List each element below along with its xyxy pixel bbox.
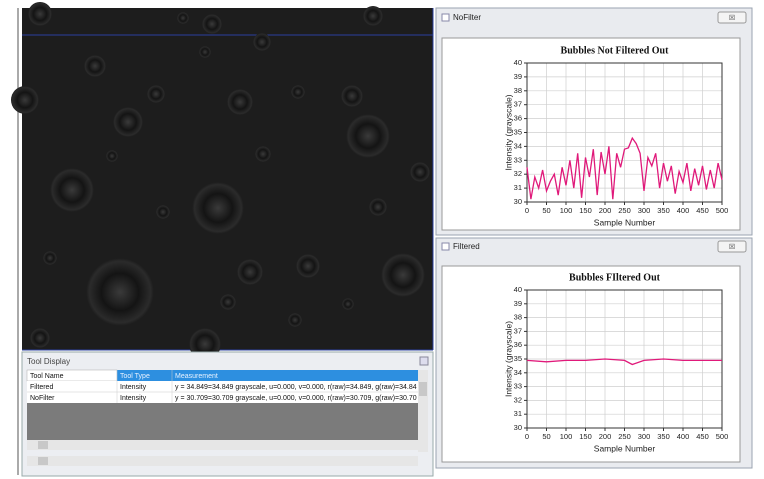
x-tick-label: 300 [638,432,651,441]
y-tick-label: 36 [514,114,522,123]
column-header[interactable]: Measurement [175,373,218,380]
panel-title: Tool Display [27,357,70,366]
y-tick-label: 35 [514,127,522,136]
x-tick-label: 200 [599,206,612,215]
y-tick-label: 40 [514,58,522,67]
y-tick-label: 33 [514,155,522,164]
x-tick-label: 150 [579,432,592,441]
cell[interactable]: NoFilter [30,395,55,402]
y-tick-label: 35 [514,354,522,363]
y-tick-label: 32 [514,169,522,178]
x-tick-label: 450 [696,432,709,441]
y-tick-label: 31 [514,183,522,192]
chart-title: Bubbles FIltered Out [569,272,661,283]
y-tick-label: 34 [514,141,522,150]
svg-text:☒: ☒ [729,243,735,251]
y-axis-label: Intensity (grayscale) [503,321,513,397]
y-tick-label: 39 [514,72,522,81]
tool-display: Tool Display Tool Name Tool Type Measure… [22,352,433,476]
x-tick-label: 400 [677,206,690,215]
x-axis-label: Sample Number [594,217,656,227]
svg-text:☒: ☒ [729,14,735,22]
cell[interactable]: y = 34.849=34.849 grayscale, u=0.000, v=… [175,384,421,391]
close-button[interactable] [420,357,428,365]
y-tick-label: 34 [514,368,522,377]
x-tick-label: 400 [677,432,690,441]
window-title: Filtered [453,242,480,251]
x-tick-label: 500 [716,432,729,441]
x-axis-label: Sample Number [594,443,656,453]
scrollbar[interactable] [27,440,418,450]
window-title: NoFilter [453,13,481,22]
y-tick-label: 32 [514,395,522,404]
y-tick-label: 30 [514,423,522,432]
y-tick-label: 36 [514,340,522,349]
y-tick-label: 37 [514,100,522,109]
y-tick-label: 30 [514,197,522,206]
y-tick-label: 38 [514,313,522,322]
y-tick-label: 33 [514,382,522,391]
x-tick-label: 50 [542,432,550,441]
x-tick-label: 50 [542,206,550,215]
cell[interactable]: Intensity [120,395,147,402]
column-header[interactable]: Tool Type [120,373,150,380]
x-tick-label: 100 [560,206,573,215]
y-axis-label: Intensity (grayscale) [503,94,513,170]
x-tick-label: 500 [716,206,729,215]
y-tick-label: 38 [514,86,522,95]
cell[interactable]: y = 30.709=30.709 grayscale, u=0.000, v=… [175,395,421,402]
scrollbar[interactable] [27,456,418,466]
y-tick-label: 37 [514,326,522,335]
y-tick-label: 39 [514,299,522,308]
x-tick-label: 250 [618,206,631,215]
chart-title: Bubbles Not Filtered Out [561,45,670,56]
y-tick-label: 40 [514,285,522,294]
x-tick-label: 0 [525,432,529,441]
x-tick-label: 250 [618,432,631,441]
x-tick-label: 0 [525,206,529,215]
x-tick-label: 350 [657,206,670,215]
x-tick-label: 350 [657,432,670,441]
x-tick-label: 150 [579,206,592,215]
column-header[interactable]: Tool Name [30,373,64,380]
cell[interactable]: Filtered [30,384,53,391]
y-tick-label: 31 [514,409,522,418]
x-tick-label: 200 [599,432,612,441]
x-tick-label: 450 [696,206,709,215]
x-tick-label: 100 [560,432,573,441]
x-tick-label: 300 [638,206,651,215]
image-view [11,2,433,360]
screen: Tool Display Tool Name Tool Type Measure… [0,0,764,479]
cell[interactable]: Intensity [120,384,147,391]
